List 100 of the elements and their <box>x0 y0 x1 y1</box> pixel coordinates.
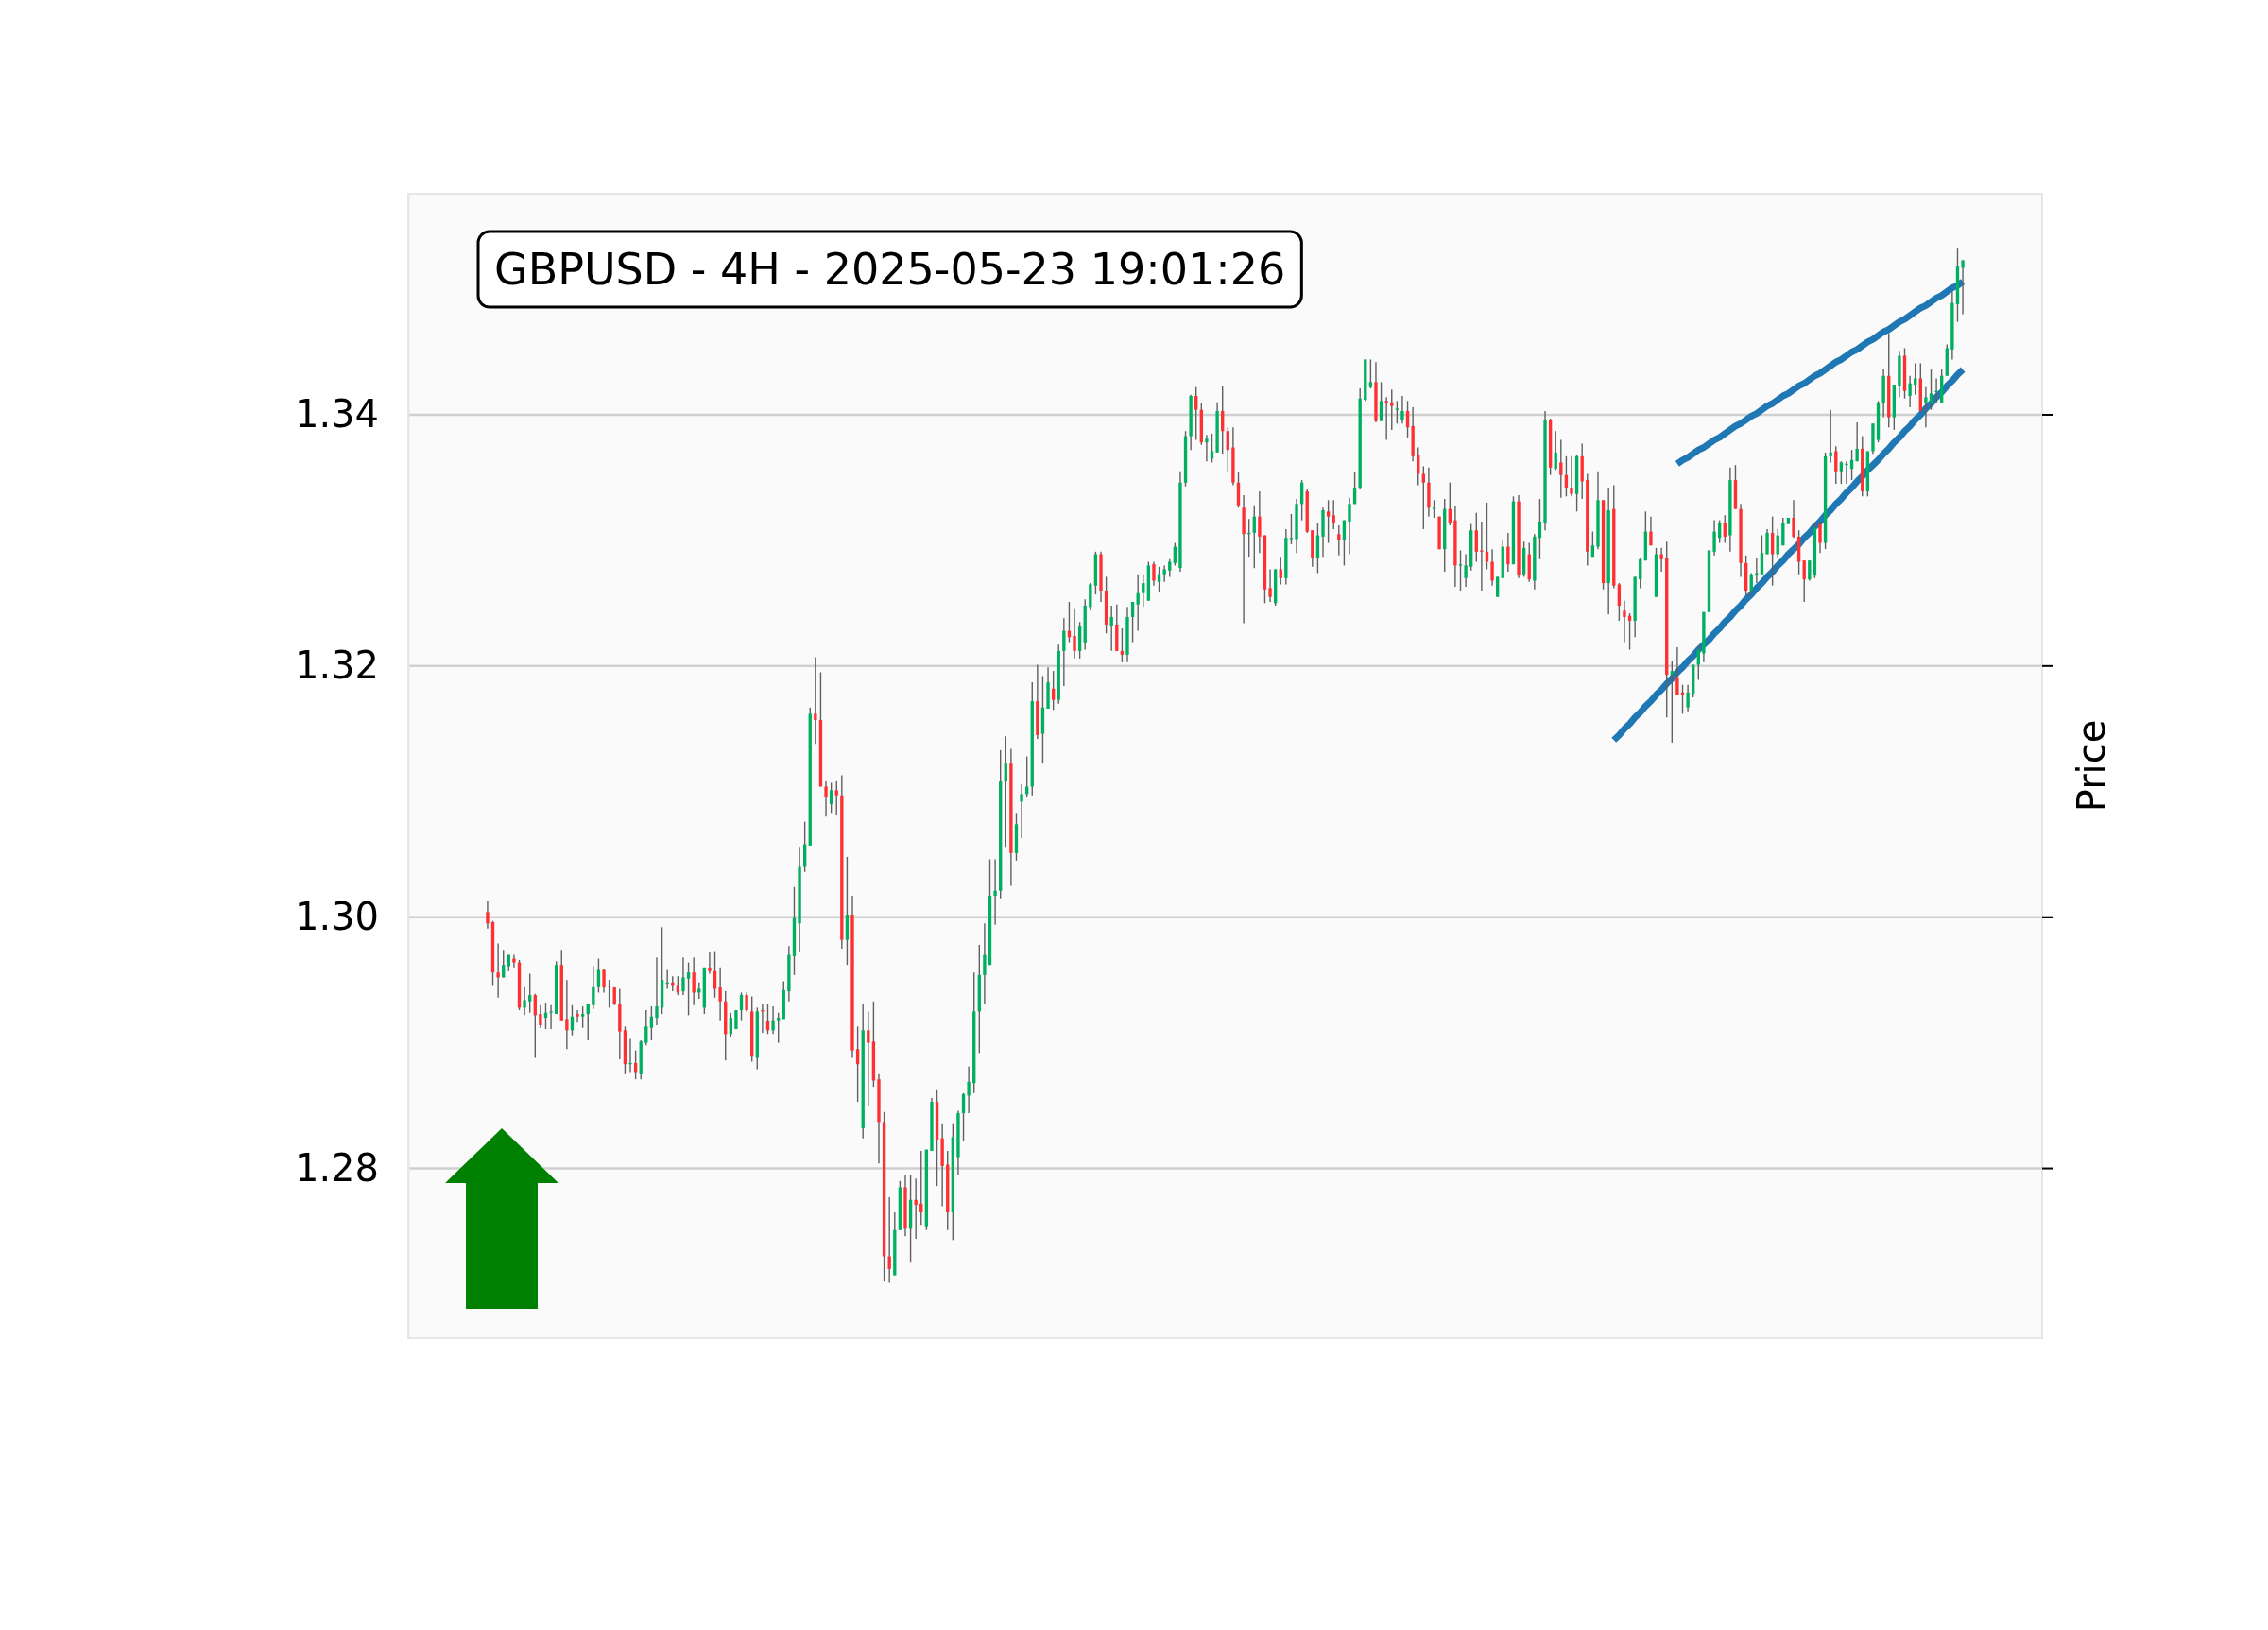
candlestick <box>1020 783 1023 839</box>
candlestick <box>1152 560 1156 587</box>
candlestick <box>1384 396 1388 441</box>
candlestick <box>1929 369 1933 411</box>
candlestick <box>1623 600 1626 643</box>
candlestick <box>1617 582 1622 622</box>
candlestick <box>961 1092 966 1141</box>
y-axis-title: Price <box>2070 719 2113 813</box>
candlestick <box>1120 627 1125 663</box>
candlestick <box>834 781 838 816</box>
candlestick <box>1670 660 1674 744</box>
candlestick <box>549 1004 553 1030</box>
candlestick <box>1961 259 1965 316</box>
candlestick <box>686 961 691 1017</box>
candlestick <box>1480 521 1484 592</box>
candlestick <box>1924 386 1928 428</box>
candlestick <box>1379 381 1383 422</box>
candlestick <box>512 953 516 969</box>
candlestick <box>1506 532 1510 573</box>
candlestick <box>718 967 722 1021</box>
candlestick <box>1051 670 1056 712</box>
candlestick <box>592 965 595 1010</box>
candlestick <box>1590 530 1595 558</box>
y-tick-label: 1.34 <box>294 392 379 437</box>
candlestick <box>1570 455 1573 498</box>
candlestick <box>1395 400 1400 424</box>
candlestick <box>777 1012 781 1044</box>
candlestick <box>914 1177 918 1240</box>
candlestick <box>1226 426 1229 472</box>
candlestick <box>1279 556 1282 586</box>
candlestick <box>1004 735 1007 848</box>
candlestick <box>967 1066 971 1114</box>
candlestick <box>1818 521 1822 554</box>
candlestick <box>539 1004 542 1029</box>
candlestick <box>1490 548 1494 587</box>
candlestick <box>1755 557 1759 584</box>
candlestick <box>993 858 997 926</box>
candlestick <box>983 922 987 1005</box>
candlestick <box>496 942 500 999</box>
candlestick <box>1839 460 1844 485</box>
candlestick <box>1348 496 1351 556</box>
candlestick <box>1073 607 1076 660</box>
y-tick-label: 1.28 <box>294 1145 379 1190</box>
candlestick <box>649 1005 654 1041</box>
candlestick <box>867 1010 870 1107</box>
candlestick <box>814 656 817 745</box>
candlestick <box>1760 534 1764 575</box>
candlestick <box>802 820 807 873</box>
candlestick <box>1142 574 1145 609</box>
candlestick <box>1934 377 1938 404</box>
candlestick <box>1559 438 1563 499</box>
candlestick <box>1062 617 1066 687</box>
candlestick <box>1337 524 1341 557</box>
candlestick <box>665 969 669 990</box>
candlestick <box>1914 362 1917 396</box>
candlestick <box>771 1005 775 1036</box>
candlestick <box>644 1009 648 1046</box>
candlestick <box>1855 421 1859 462</box>
candlestick <box>1765 528 1769 556</box>
candlestick <box>1649 515 1653 546</box>
candlestick <box>745 991 748 1013</box>
candlestick <box>1268 568 1272 603</box>
candlestick <box>1205 434 1209 462</box>
candlestick <box>602 968 606 994</box>
candlestick <box>1432 499 1436 519</box>
candlestick <box>1421 465 1426 530</box>
candlestick <box>708 952 712 975</box>
candlestick <box>1089 582 1092 612</box>
candlestick <box>1808 559 1812 582</box>
y-tick-label: 1.30 <box>294 894 379 938</box>
candlestick <box>576 1009 579 1024</box>
candlestick <box>528 972 532 1014</box>
candlestick <box>1792 499 1796 539</box>
candlestick <box>1723 514 1727 544</box>
candlestick <box>565 979 569 1050</box>
candlestick <box>1168 558 1172 578</box>
candlestick <box>1194 386 1198 441</box>
candlestick <box>1400 395 1404 424</box>
candlestick <box>1236 472 1241 509</box>
candlestick <box>1289 513 1294 545</box>
candlestick <box>1417 446 1420 487</box>
candlestick <box>1326 499 1331 544</box>
candlestick <box>1258 490 1262 554</box>
candlestick <box>580 1005 585 1029</box>
candlestick <box>1712 519 1716 557</box>
candlestick <box>633 1049 638 1080</box>
candlestick <box>1770 515 1775 587</box>
candlestick <box>1390 388 1394 431</box>
candlestick <box>628 1038 632 1074</box>
candlestick <box>1495 575 1500 598</box>
candlestick <box>1659 547 1663 573</box>
candlestick <box>824 781 828 818</box>
candlestick <box>692 956 696 1006</box>
candlestick <box>1802 559 1806 603</box>
candlestick <box>523 986 526 1017</box>
candlestick <box>1776 528 1779 559</box>
candlestick <box>1686 684 1690 712</box>
candlestick <box>681 956 685 996</box>
candlestick <box>1162 564 1166 583</box>
candlestick <box>829 781 833 815</box>
